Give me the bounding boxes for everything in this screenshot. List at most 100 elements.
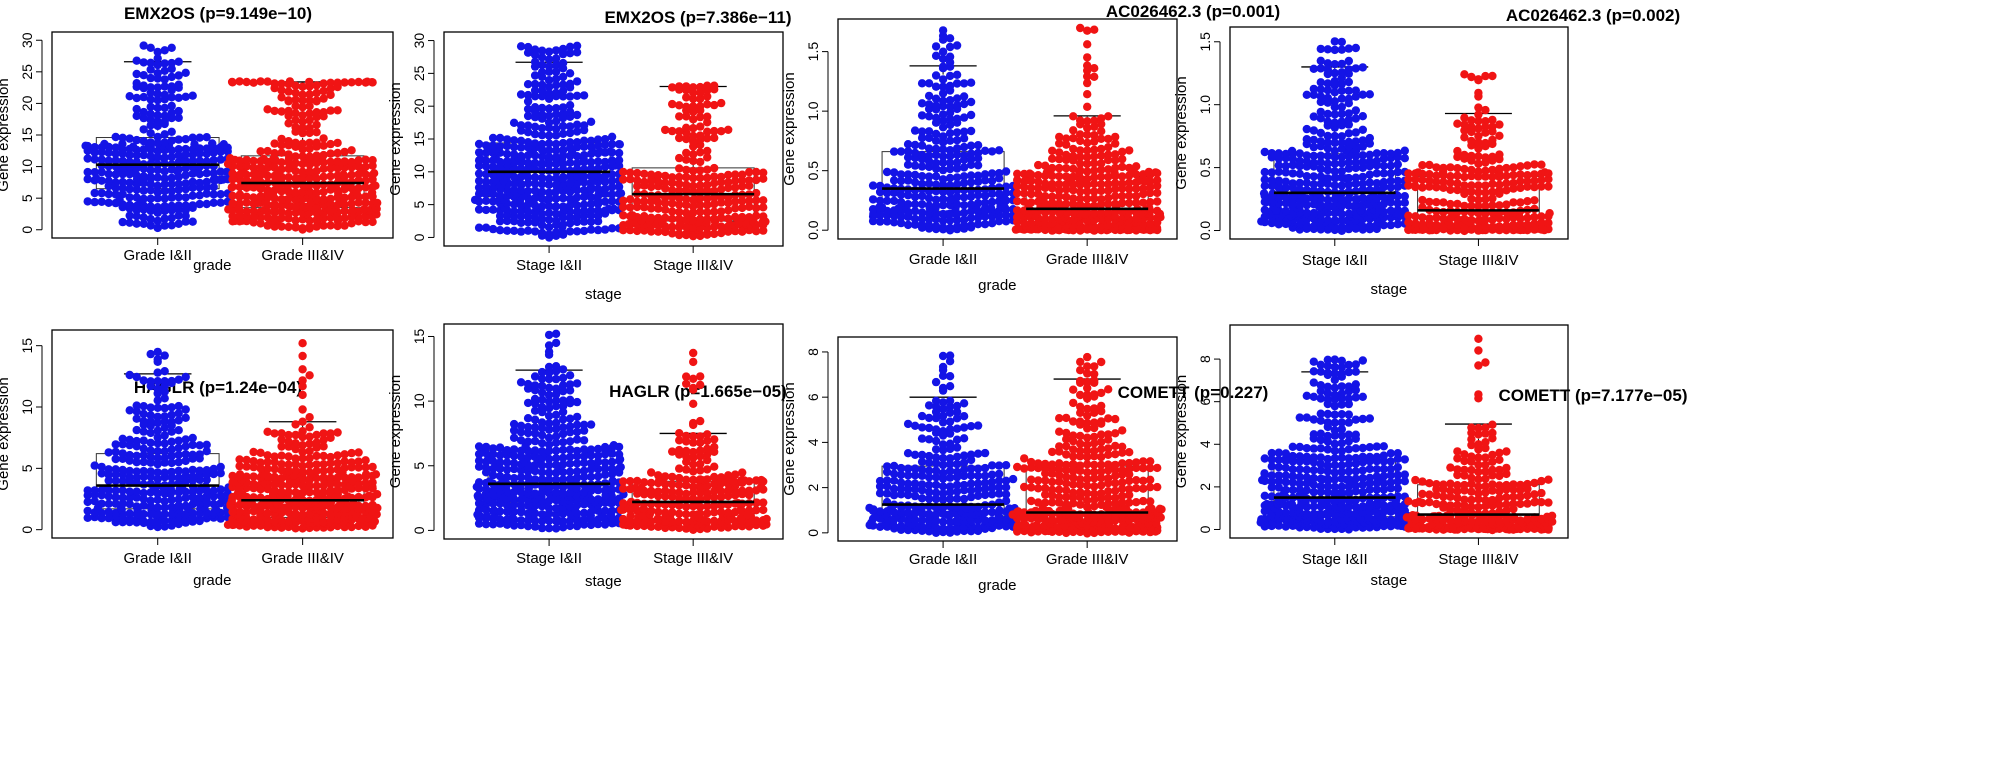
data-point	[1460, 214, 1469, 223]
data-point	[188, 217, 197, 226]
data-point	[153, 132, 162, 142]
data-point	[1062, 199, 1071, 209]
data-point	[111, 465, 120, 474]
data-point	[1025, 169, 1034, 178]
data-point	[208, 139, 217, 148]
data-point	[209, 182, 218, 192]
data-point	[1323, 174, 1333, 183]
data-point	[153, 509, 162, 519]
data-point	[1545, 209, 1554, 218]
data-point	[146, 172, 155, 181]
data-point	[675, 207, 684, 217]
data-point	[284, 87, 293, 96]
data-point	[111, 156, 120, 165]
data-point	[160, 46, 169, 55]
data-point	[868, 195, 878, 204]
data-point	[167, 108, 176, 118]
data-point	[1337, 79, 1347, 89]
data-point	[195, 450, 204, 459]
data-point	[125, 450, 134, 460]
data-point	[174, 457, 183, 467]
data-point	[1509, 178, 1518, 188]
data-point	[339, 170, 348, 179]
data-point	[1502, 221, 1511, 231]
data-point	[181, 450, 190, 459]
data-point	[1344, 44, 1354, 53]
data-point	[945, 96, 955, 105]
data-point	[654, 177, 663, 186]
data-point	[696, 200, 705, 210]
data-point	[1076, 166, 1085, 175]
data-point	[195, 466, 204, 475]
data-point	[1076, 159, 1085, 168]
data-point	[1516, 183, 1525, 193]
data-point	[153, 433, 162, 442]
data-point	[481, 196, 491, 205]
data-point	[924, 127, 934, 136]
data-point	[146, 58, 155, 67]
data-point	[1502, 186, 1511, 195]
data-point	[1076, 200, 1085, 209]
data-point	[1055, 163, 1064, 173]
data-point	[1474, 201, 1483, 211]
data-point	[1083, 90, 1092, 99]
data-point	[1330, 45, 1340, 55]
y-tick-label: 10	[411, 393, 427, 409]
data-point	[361, 456, 370, 465]
data-point	[509, 185, 519, 195]
data-point	[326, 221, 335, 230]
data-point	[153, 60, 162, 70]
data-point	[530, 86, 540, 95]
y-tick-label: 30	[411, 33, 427, 49]
data-point	[1316, 107, 1326, 117]
data-point	[153, 95, 162, 105]
data-point	[572, 48, 582, 57]
data-point	[579, 151, 589, 160]
data-point	[1386, 206, 1396, 215]
data-point	[1330, 68, 1340, 78]
data-point	[1495, 120, 1504, 129]
data-point	[1104, 165, 1113, 174]
data-point	[1474, 144, 1483, 153]
data-point	[284, 209, 293, 218]
data-point	[1323, 159, 1333, 168]
data-point	[1013, 181, 1022, 191]
data-point	[90, 188, 99, 198]
data-point	[1495, 164, 1504, 173]
data-point	[160, 367, 169, 376]
data-point	[724, 198, 733, 208]
data-point	[551, 202, 561, 211]
data-point	[153, 181, 162, 190]
data-point	[216, 491, 225, 500]
data-point	[537, 46, 547, 55]
data-point	[1090, 194, 1099, 203]
data-point	[333, 157, 342, 166]
data-point	[146, 115, 155, 125]
data-point	[326, 194, 335, 203]
data-point	[675, 179, 684, 188]
data-point	[917, 191, 927, 201]
data-point	[277, 207, 286, 217]
data-point	[1358, 157, 1368, 167]
data-point	[361, 192, 370, 201]
data-point	[1330, 146, 1340, 156]
data-point	[1481, 105, 1490, 115]
data-point	[1467, 136, 1476, 146]
data-point	[1316, 172, 1326, 181]
data-point	[1034, 183, 1043, 193]
data-point	[682, 180, 691, 189]
data-point	[882, 217, 892, 226]
data-point	[903, 176, 913, 185]
data-point	[153, 439, 162, 448]
data-point	[1481, 166, 1490, 175]
data-point	[319, 195, 328, 204]
data-point	[1481, 128, 1490, 137]
data-point	[340, 221, 349, 230]
data-point	[938, 223, 948, 232]
data-point	[174, 80, 183, 89]
data-point	[980, 198, 990, 207]
data-point	[160, 194, 169, 203]
y-tick-label: 10	[19, 399, 35, 415]
data-point	[291, 123, 300, 132]
data-point	[188, 465, 197, 475]
